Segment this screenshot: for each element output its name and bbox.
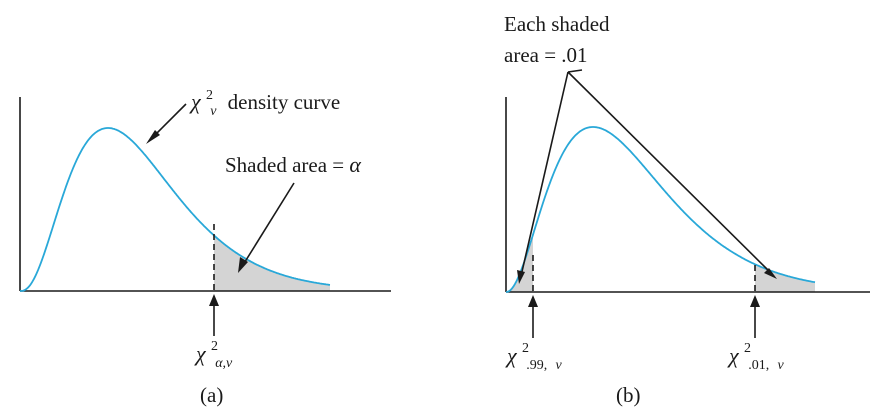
shaded-label-arrow <box>238 182 295 273</box>
note-callout-arrows <box>517 69 777 284</box>
chi-symbol: χ <box>189 89 202 114</box>
shaded-area-text: Shaded area = <box>225 153 349 177</box>
panel-a-caption: (a) <box>200 383 223 407</box>
shaded-tail-area <box>214 235 330 291</box>
chi-symbol: χ <box>727 343 740 368</box>
density-curve-text: density curve <box>228 90 341 114</box>
nu-subscript: ν <box>555 358 562 373</box>
panel-a: χ 2 ν density curve Shaded area = α χ 2 … <box>19 80 391 407</box>
nu-subscript: ν <box>210 104 217 119</box>
shaded-area-label: Shaded area = α <box>225 152 361 177</box>
density-curve <box>20 127 331 292</box>
alpha-nu-subscript: α,ν <box>215 356 233 371</box>
lower-critical-label: χ 2 .99, ν <box>505 333 562 374</box>
density-curve-label: χ 2 ν density curve <box>189 80 340 120</box>
note-line-1: Each shaded <box>504 12 610 36</box>
alpha-symbol: α <box>349 152 361 177</box>
panel-b-caption: (b) <box>616 383 641 407</box>
upper-critical-label: χ 2 .01, ν <box>727 333 784 374</box>
curve-label-arrow <box>146 103 187 144</box>
panel-b: Each shaded area = .01 χ 2 .99, ν χ 2 .0… <box>504 12 870 407</box>
note-line-2: area = .01 <box>504 43 588 67</box>
superscript-two: 2 <box>211 339 218 354</box>
superscript-two: 2 <box>744 341 751 356</box>
superscript-two: 2 <box>206 88 213 103</box>
chi-symbol: χ <box>194 341 207 366</box>
superscript-two: 2 <box>522 341 529 356</box>
upper-critical-arrow <box>750 295 760 338</box>
chi-symbol: χ <box>505 343 518 368</box>
subscript-value: .99, <box>526 358 547 373</box>
left-shaded-tail <box>506 234 533 292</box>
critical-value-label: χ 2 α,ν <box>194 331 233 371</box>
density-curve <box>505 126 816 293</box>
lower-critical-arrow <box>528 295 538 338</box>
critical-value-arrow <box>209 294 219 336</box>
subscript-value: .01, <box>748 358 769 373</box>
nu-subscript: ν <box>777 358 784 373</box>
